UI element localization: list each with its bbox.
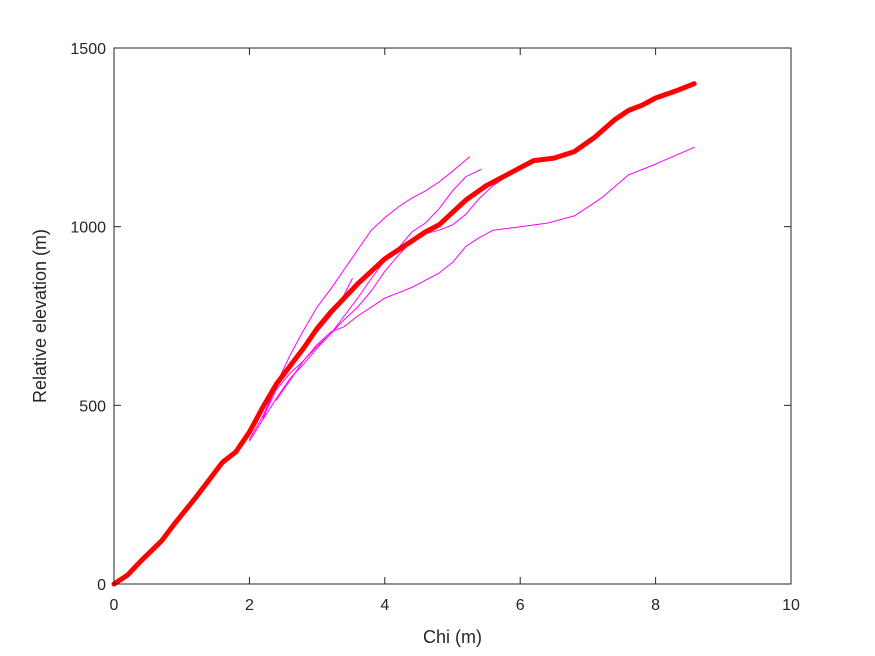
y-tick-label: 1000	[70, 220, 106, 237]
series-layer	[111, 81, 697, 587]
x-axis-label: Chi (m)	[423, 627, 482, 647]
series-line-tributary-4	[262, 167, 521, 421]
y-tick-label: 500	[79, 398, 106, 415]
x-tick-label: 0	[110, 597, 119, 614]
series-line-trunk-stream	[111, 81, 697, 587]
x-tick-label: 10	[782, 597, 800, 614]
y-axis-label: Relative elevation (m)	[30, 229, 50, 403]
x-tick-label: 6	[516, 597, 525, 614]
series-line-tributary-2	[248, 156, 470, 442]
plot-area	[114, 48, 791, 584]
y-tick-label: 0	[97, 577, 106, 594]
x-tick-label: 8	[651, 597, 660, 614]
tick-layer: 0 2 4 6 8 10 0 500 1000 1500	[70, 41, 800, 614]
y-tick-label: 1500	[70, 41, 106, 58]
plot-frame	[113, 47, 792, 585]
x-tick-label: 2	[245, 597, 254, 614]
series-line-tributary-5	[276, 146, 695, 401]
series-line-tributary-3	[262, 169, 482, 419]
x-tick-label: 4	[380, 597, 389, 614]
